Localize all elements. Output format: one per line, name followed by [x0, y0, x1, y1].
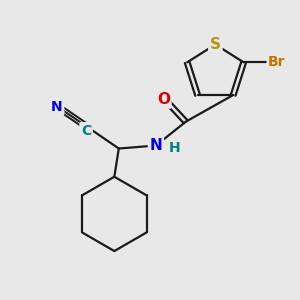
Text: N: N: [51, 100, 63, 114]
Text: C: C: [81, 124, 91, 138]
Text: H: H: [168, 141, 180, 155]
Text: Br: Br: [268, 55, 286, 69]
Text: S: S: [210, 37, 221, 52]
Text: N: N: [150, 138, 162, 153]
Text: O: O: [157, 92, 170, 107]
